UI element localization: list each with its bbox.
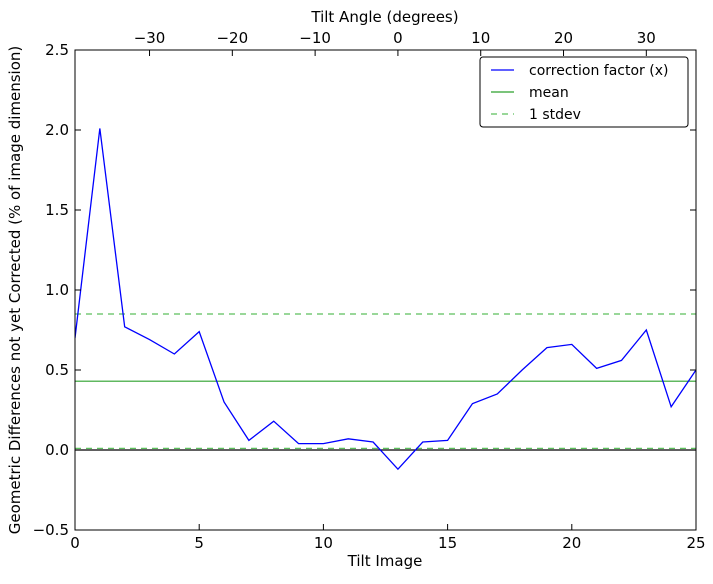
top-x-tick-label: 30 xyxy=(637,29,656,47)
y-tick-label: 0.0 xyxy=(45,441,69,459)
y-tick-label: 0.5 xyxy=(45,361,69,379)
top-x-tick-label: 20 xyxy=(554,29,573,47)
correction-factor-line xyxy=(75,128,696,471)
x-tick-label: 10 xyxy=(314,534,333,552)
top-x-tick-label: −10 xyxy=(299,29,331,47)
y-tick-label: 1.0 xyxy=(45,281,69,299)
y-tick-label: −0.5 xyxy=(33,521,69,539)
top-x-axis-label: Tilt Angle (degrees) xyxy=(310,8,458,26)
x-tick-label: 5 xyxy=(194,534,204,552)
legend-label-mean: mean xyxy=(529,85,569,101)
legend-label-correction: correction factor (x) xyxy=(529,63,668,79)
y-axis-label: Geometric Differences not yet Corrected … xyxy=(6,46,24,535)
series-layer xyxy=(75,128,696,471)
x-axis-label: Tilt Image xyxy=(347,552,423,570)
top-x-tick-label: 10 xyxy=(471,29,490,47)
y-tick-label: 1.5 xyxy=(45,201,69,219)
x-tick-label: 0 xyxy=(70,534,80,552)
x-tick-label: 20 xyxy=(562,534,581,552)
x-tick-label: 15 xyxy=(438,534,457,552)
axes-layer: 0 5 10 15 20 25 −0.5 0.0 0.5 1.0 1.5 2.0 2.5 −30 −20 −1… xyxy=(33,29,706,552)
top-x-tick-label: −20 xyxy=(216,29,248,47)
top-x-tick-label: 0 xyxy=(393,29,403,47)
y-tick-label: 2.0 xyxy=(45,121,69,139)
x-tick-label: 25 xyxy=(686,534,705,552)
legend: correction factor (x) mean 1 stdev xyxy=(479,56,689,128)
legend-label-stdev: 1 stdev xyxy=(529,107,581,123)
y-tick-label: 2.5 xyxy=(45,41,69,59)
legend-box xyxy=(479,56,689,128)
top-x-tick-label: −30 xyxy=(134,29,166,47)
